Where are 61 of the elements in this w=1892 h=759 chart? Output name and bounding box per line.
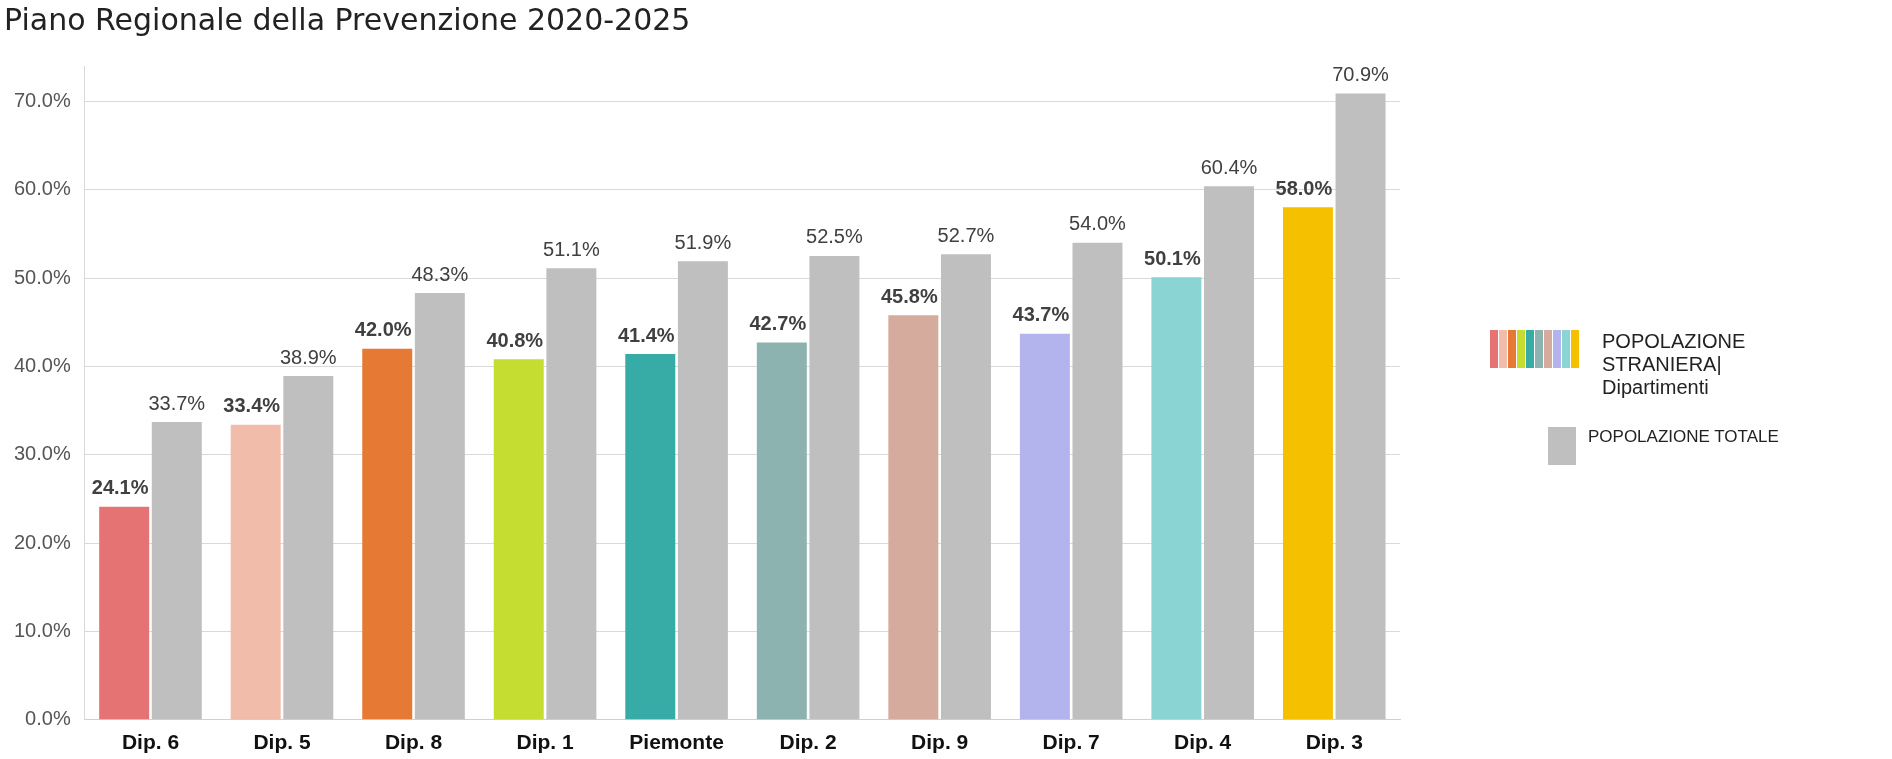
bar [677,261,728,720]
bar [151,422,202,720]
data-label: 42.0% [354,318,412,341]
data-label: 48.3% [411,262,469,285]
bar [414,293,465,720]
data-label: 58.0% [1275,176,1333,199]
y-tick-label: 70.0% [13,88,71,111]
bar [230,424,281,720]
data-label: 60.4% [1200,155,1258,178]
bar [756,342,807,720]
y-tick-label: 30.0% [13,442,71,465]
bar [940,254,991,720]
bar [362,348,413,720]
data-label: 50.1% [1144,246,1201,269]
data-label: 45.8% [880,284,938,307]
x-tick-label: Dip. 5 [253,730,311,754]
data-label: 70.9% [1332,62,1390,85]
x-tick-label: Dip. 2 [779,730,837,754]
bar [625,354,676,720]
x-tick-label: Dip. 6 [121,730,180,754]
data-label: 24.1% [91,476,149,499]
bar [1335,93,1386,720]
x-tick-label: Dip. 4 [1174,730,1232,754]
bar [283,376,334,720]
bar [1282,207,1333,720]
x-tick-label: Dip. 7 [1042,730,1100,754]
bar [1072,242,1123,720]
x-tick-label: Dip. 3 [1305,730,1363,754]
bar [888,315,939,720]
y-tick-label: 60.0% [13,177,71,200]
data-label: 40.8% [486,328,544,351]
legend-label: POPOLAZIONE TOTALE [1588,427,1779,447]
chart-title: Piano Regionale della Prevenzione 2020-2025 [4,2,691,37]
data-label: 52.5% [806,225,863,248]
y-tick-label: 20.0% [13,530,71,553]
data-label: 42.7% [749,312,807,335]
bar [493,359,544,720]
bar [1204,186,1254,720]
data-label: 54.0% [1069,212,1127,235]
data-label: 33.7% [148,391,206,414]
data-label: 52.7% [937,223,995,246]
y-tick-label: 10.0% [13,618,71,641]
bar [809,255,860,720]
data-label: 51.9% [674,230,732,253]
data-label: 43.7% [1012,303,1070,326]
bar [1019,333,1070,720]
x-tick-label: Piemonte [629,730,724,754]
x-tick-label: Dip. 9 [911,730,969,754]
bar [546,268,597,720]
data-label: 38.9% [279,345,337,368]
data-label: 41.4% [617,323,675,346]
data-label: 33.4% [223,394,281,417]
legend-label: POPOLAZIONE STRANIERA| Dipartimenti [1602,330,1747,399]
x-tick-label: Dip. 1 [516,730,574,754]
x-tick-label: Dip. 8 [384,730,443,754]
y-tick-label: 0.0% [25,707,71,730]
y-tick-label: 50.0% [13,265,71,288]
data-label: 51.1% [543,237,600,260]
bar [1151,277,1202,720]
bar [99,506,150,720]
y-tick-label: 40.0% [13,353,71,376]
